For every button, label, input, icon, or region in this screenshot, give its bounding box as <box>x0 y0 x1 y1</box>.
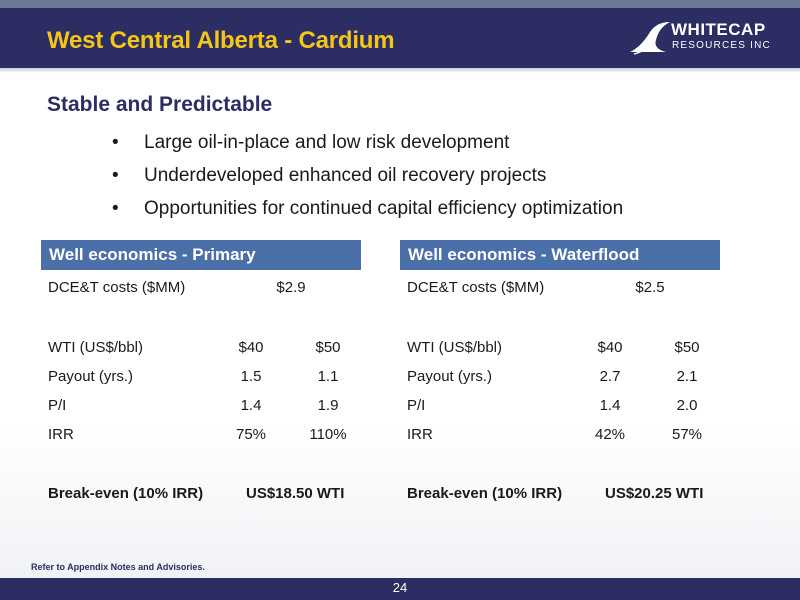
bullet-dot-icon: • <box>112 132 119 153</box>
waterflood-economics-table: Well economics - Waterflood DCE&T costs … <box>400 240 720 502</box>
table-row: WTI (US$/bbl) $40 $50 <box>48 339 341 356</box>
section-subtitle: Stable and Predictable <box>47 93 273 116</box>
breakeven-row: Break-even (10% IRR) US$20.25 WTI <box>407 485 704 502</box>
bullet-dot-icon: • <box>112 165 119 186</box>
table-row: DCE&T costs ($MM) $2.9 <box>48 279 306 296</box>
table-row: Payout (yrs.) 1.5 1.1 <box>48 368 339 385</box>
bullet-item: • Opportunities for continued capital eff… <box>112 196 623 229</box>
table-row: WTI (US$/bbl) $40 $50 <box>407 339 700 356</box>
bullet-dot-icon: • <box>112 198 119 219</box>
footer-bar <box>0 578 800 600</box>
bullet-item: • Large oil-in-place and low risk develop… <box>112 130 623 163</box>
title-bar <box>0 8 800 68</box>
breakeven-row: Break-even (10% IRR) US$18.50 WTI <box>48 485 345 502</box>
table-row: DCE&T costs ($MM) $2.5 <box>407 279 665 296</box>
table-heading: Well economics - Primary <box>41 240 361 270</box>
table-heading: Well economics - Waterflood <box>400 240 720 270</box>
logo-wordmark: WHITECAP <box>671 20 766 39</box>
bullet-item: • Underdeveloped enhanced oil recovery pr… <box>112 163 623 196</box>
table-row: P/I 1.4 1.9 <box>48 397 339 414</box>
table-row: IRR 42% 57% <box>407 426 703 443</box>
header-separator <box>0 68 800 73</box>
appendix-footnote: Refer to Appendix Notes and Advisories. <box>31 562 205 572</box>
slide-title: West Central Alberta - Cardium <box>47 27 395 54</box>
logo-subtext: RESOURCES INC <box>672 40 771 51</box>
page-number: 24 <box>392 580 408 595</box>
primary-economics-table: Well economics - Primary DCE&T costs ($M… <box>41 240 361 502</box>
top-accent-strip <box>0 0 800 8</box>
wave-logo-icon <box>630 22 670 55</box>
company-logo: WHITECAP RESOURCES INC <box>628 18 788 58</box>
bullet-list: • Large oil-in-place and low risk develop… <box>112 130 623 229</box>
table-row: Payout (yrs.) 2.7 2.1 <box>407 368 698 385</box>
table-row: P/I 1.4 2.0 <box>407 397 698 414</box>
table-row: IRR 75% 110% <box>48 426 347 443</box>
